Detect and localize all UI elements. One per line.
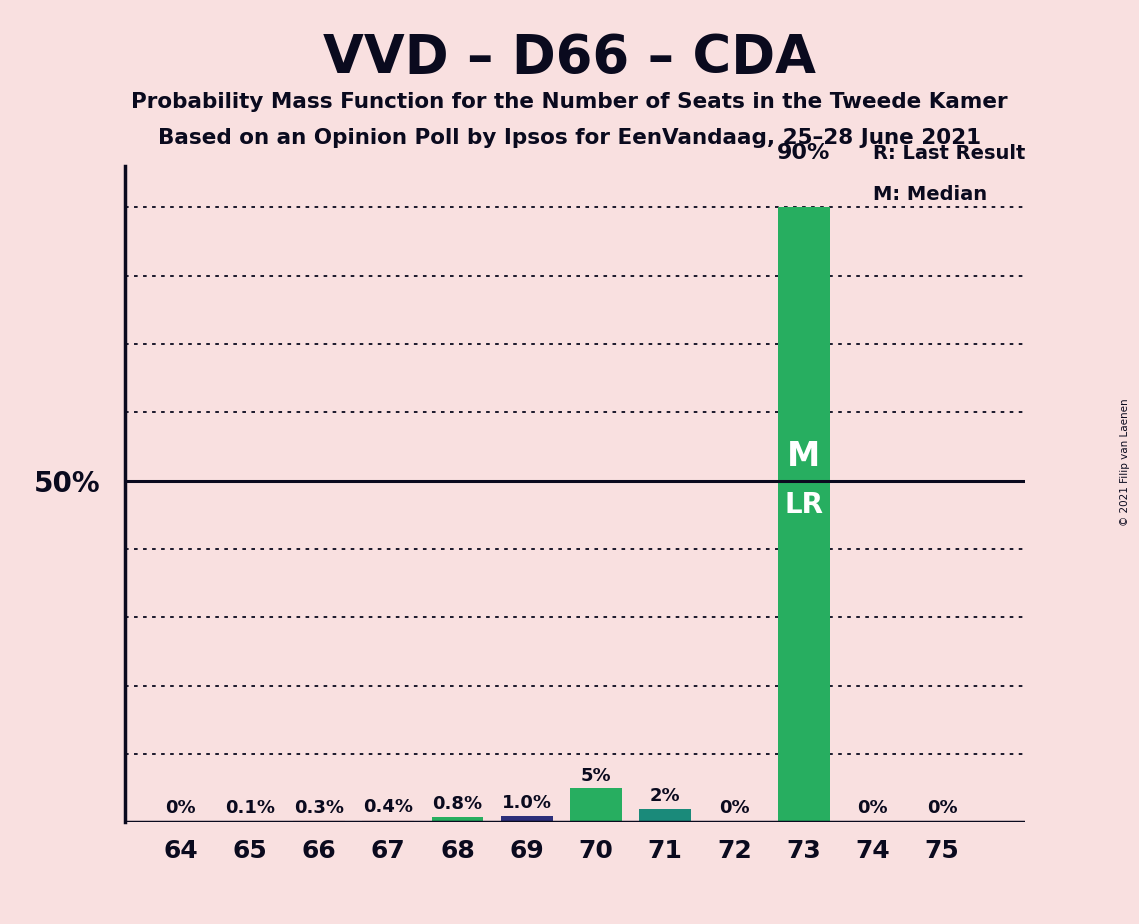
Bar	[501, 816, 552, 822]
Text: 0.1%: 0.1%	[224, 799, 274, 817]
Text: 0%: 0%	[927, 799, 958, 817]
Bar	[432, 817, 483, 822]
Text: 5%: 5%	[581, 767, 612, 784]
Text: 0.3%: 0.3%	[294, 799, 344, 817]
Bar	[778, 207, 829, 822]
Text: M: Median: M: Median	[872, 185, 988, 204]
Text: Based on an Opinion Poll by Ipsos for EenVandaag, 25–28 June 2021: Based on an Opinion Poll by Ipsos for Ee…	[158, 128, 981, 148]
Text: 0%: 0%	[858, 799, 888, 817]
Text: 0%: 0%	[719, 799, 749, 817]
Text: LR: LR	[784, 491, 823, 518]
Text: Probability Mass Function for the Number of Seats in the Tweede Kamer: Probability Mass Function for the Number…	[131, 92, 1008, 113]
Text: 2%: 2%	[650, 787, 680, 806]
Text: 1.0%: 1.0%	[502, 794, 551, 812]
Bar	[639, 808, 691, 822]
Bar	[570, 788, 622, 822]
Bar	[293, 821, 345, 822]
Bar	[362, 820, 415, 822]
Text: 90%: 90%	[777, 143, 830, 163]
Text: VVD – D66 – CDA: VVD – D66 – CDA	[323, 32, 816, 84]
Text: 0.8%: 0.8%	[433, 796, 483, 813]
Text: 0%: 0%	[165, 799, 196, 817]
Text: 0.4%: 0.4%	[363, 798, 413, 816]
Text: R: Last Result: R: Last Result	[872, 144, 1025, 163]
Text: © 2021 Filip van Laenen: © 2021 Filip van Laenen	[1121, 398, 1130, 526]
Text: M: M	[787, 440, 820, 473]
